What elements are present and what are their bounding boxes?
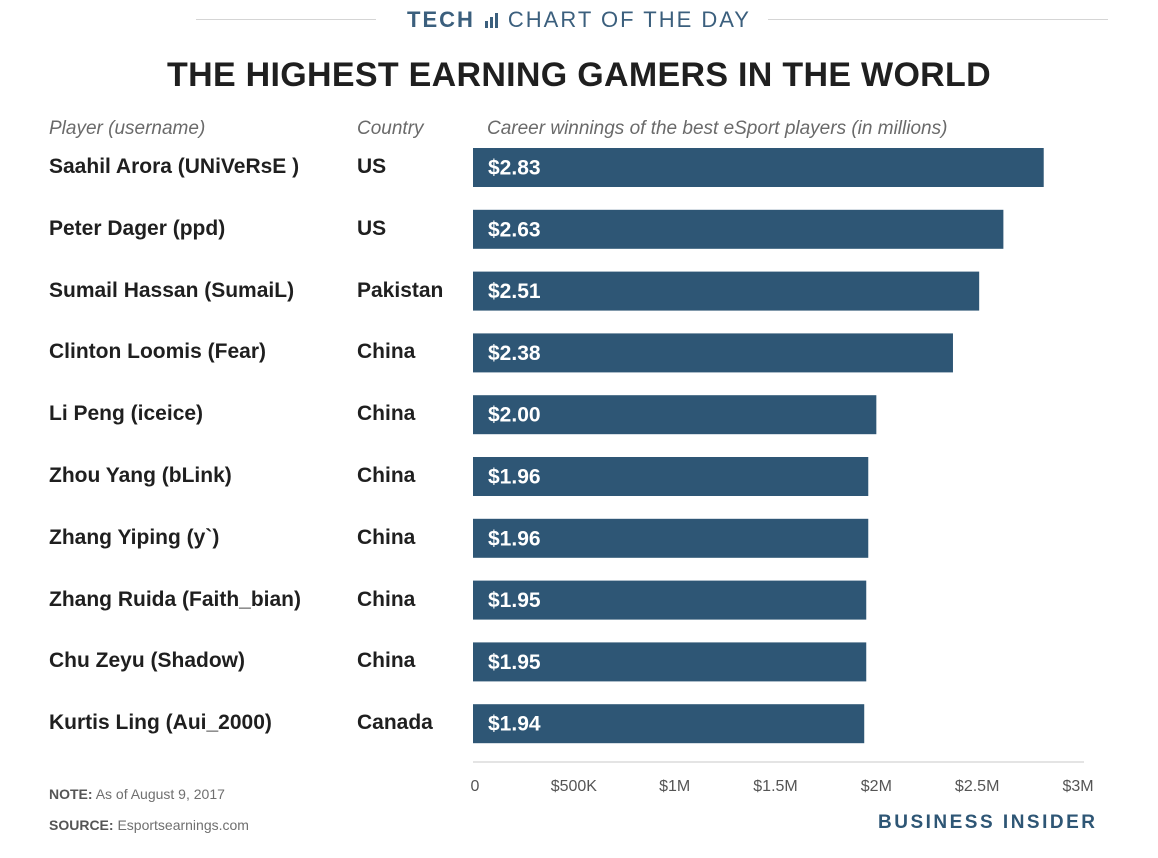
country-label: US	[357, 216, 387, 240]
bar-value-label: $2.63	[488, 218, 541, 241]
player-label: Zhang Yiping (y`)	[49, 525, 220, 549]
player-label: Zhang Ruida (Faith_bian)	[49, 587, 301, 611]
x-tick-label: $1.5M	[753, 778, 797, 795]
country-label: Canada	[357, 711, 433, 735]
bar	[473, 271, 980, 311]
country-label: China	[357, 340, 416, 364]
country-label: China	[357, 587, 416, 611]
bar-value-label: $2.51	[488, 280, 541, 303]
bar-value-label: $2.38	[488, 342, 541, 365]
country-column-header: Country	[357, 118, 424, 139]
kicker: TECH CHART OF THE DAY	[0, 6, 1158, 34]
winnings-column-header: Career winnings of the best eSport playe…	[487, 118, 948, 139]
kicker-rule-left	[196, 19, 376, 20]
country-label: Pakistan	[357, 278, 444, 302]
country-label: US	[357, 155, 387, 178]
x-tick-label: $3M	[1062, 778, 1093, 795]
x-tick-label: 0	[471, 778, 480, 795]
bar-value-label: $2.83	[488, 157, 541, 180]
source-label: SOURCE:	[49, 817, 114, 833]
country-label: China	[357, 525, 416, 549]
player-label: Kurtis Ling (Aui_2000)	[49, 711, 272, 735]
bar-value-label: $2.00	[488, 404, 541, 427]
note-label: NOTE:	[49, 786, 93, 802]
bar-value-label: $1.94	[488, 713, 541, 736]
player-label: Zhou Yang (bLink)	[49, 464, 232, 487]
bar	[473, 642, 867, 682]
player-label: Sumail Hassan (SumaiL)	[49, 278, 295, 302]
kicker-rule-right	[768, 19, 1108, 20]
x-tick-label: $500K	[551, 778, 598, 795]
bar	[473, 518, 869, 558]
bar	[473, 395, 877, 435]
player-label: Li Peng (iceice)	[49, 402, 204, 426]
note: NOTE: As of August 9, 2017	[49, 786, 225, 802]
x-tick-label: $1M	[659, 778, 690, 795]
country-label: China	[357, 464, 416, 487]
bar-value-label: $1.96	[488, 527, 541, 550]
bar	[473, 209, 1004, 249]
x-tick-label: $2.5M	[955, 778, 999, 795]
brand-logo: BUSINESS INSIDER	[878, 812, 1098, 833]
player-label: Peter Dager (ppd)	[49, 216, 226, 240]
bar	[473, 580, 867, 620]
kicker-tech: TECH	[407, 7, 475, 32]
x-tick-label: $2M	[861, 778, 892, 795]
player-label: Chu Zeyu (Shadow)	[49, 649, 245, 673]
player-label: Saahil Arora (UNiVeRsE )	[49, 155, 300, 178]
player-label: Clinton Loomis (Fear)	[49, 340, 266, 364]
country-label: China	[357, 649, 416, 673]
bar	[473, 333, 953, 373]
country-label: China	[357, 402, 416, 426]
note-text: As of August 9, 2017	[95, 786, 225, 802]
bar	[473, 148, 1044, 187]
source: SOURCE: Esportsearnings.com	[49, 817, 249, 833]
bar-chart-icon	[484, 12, 498, 28]
bar-value-label: $1.95	[488, 589, 541, 612]
bar-value-label: $1.96	[488, 466, 541, 489]
player-column-header: Player (username)	[49, 118, 206, 139]
source-text: Esportsearnings.com	[117, 817, 249, 833]
bar-value-label: $1.95	[488, 651, 541, 674]
kicker-chart-of-the-day: CHART OF THE DAY	[507, 7, 751, 32]
bar	[473, 704, 865, 744]
page-title: THE HIGHEST EARNING GAMERS IN THE WORLD	[167, 56, 991, 94]
bar	[473, 457, 869, 496]
